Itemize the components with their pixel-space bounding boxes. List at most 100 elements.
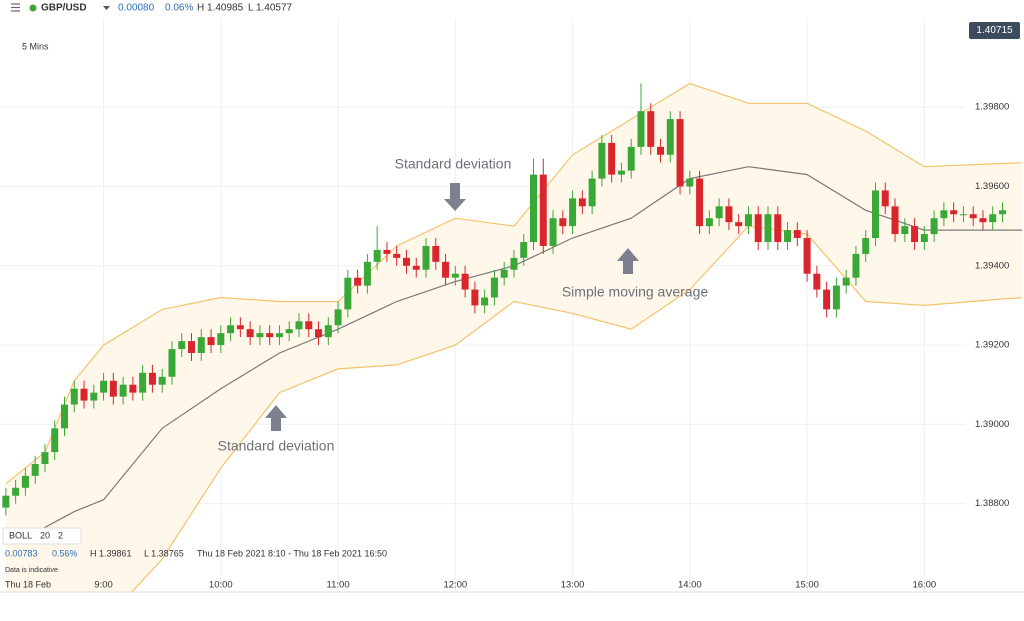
candle-body [510, 257, 518, 270]
change-pct: 0.06% [165, 3, 193, 14]
candle-body [158, 376, 166, 385]
indicator-period: 20 [40, 530, 50, 540]
candle-body [100, 380, 108, 393]
last-price: 1.40715 [976, 25, 1013, 36]
indicator-name: BOLL [9, 530, 32, 540]
candle-body [461, 273, 469, 290]
candle-body [950, 210, 958, 215]
annotation: Standard deviation [218, 438, 335, 454]
candle-body [334, 309, 342, 326]
last-price-tag [969, 22, 1020, 39]
candle-body [940, 210, 948, 219]
candle-body [764, 214, 772, 242]
arrow-up [617, 248, 639, 274]
candle-body [451, 273, 459, 278]
candle-body [647, 111, 655, 147]
candle-body [598, 142, 606, 179]
candle-body [60, 404, 68, 429]
candle-body [881, 190, 889, 207]
candle-body [803, 238, 811, 274]
annotation: Simple moving average [562, 284, 709, 300]
candle-body [979, 218, 987, 223]
band-line [5, 82, 1023, 485]
indicator-high: H 1.39861 [90, 548, 132, 558]
x-tick-label: 12:00 [443, 580, 467, 591]
candle-body [969, 214, 977, 219]
candle-body [285, 329, 293, 334]
indicator-change: 0.00783 [5, 548, 38, 558]
candle-body [539, 174, 547, 246]
candle-body [256, 333, 264, 338]
candle-body [871, 190, 879, 239]
x-tick-label: 11:00 [327, 580, 350, 591]
candle-body [784, 230, 792, 242]
candle-body [842, 277, 850, 286]
y-tick-label: 1.39000 [975, 419, 1009, 430]
header-bar [0, 0, 1024, 16]
candle-body [295, 321, 303, 330]
candle-body [393, 253, 401, 258]
candle-body [999, 210, 1007, 215]
candle-body [832, 285, 840, 310]
candle-body [246, 329, 254, 338]
candle-body [305, 321, 313, 330]
indicator-note: Data is indicative [5, 567, 58, 574]
candle-body [705, 218, 713, 227]
candle-body [901, 226, 909, 235]
candle-body [422, 245, 430, 270]
candle-body [823, 289, 831, 310]
y-tick-label: 1.39200 [975, 340, 1009, 351]
candle-body [188, 341, 196, 353]
candle-body [383, 249, 391, 254]
candle-body [148, 372, 156, 385]
candle-body [686, 178, 694, 187]
date-label: Thu 18 Feb [5, 579, 51, 589]
candle-body [549, 218, 557, 246]
candle-body [442, 261, 450, 278]
candle-body [344, 277, 352, 310]
candle-body [207, 337, 215, 346]
candle-body [90, 392, 98, 401]
candle-body [139, 372, 147, 393]
y-tick-label: 1.39400 [975, 260, 1009, 271]
annotation: Standard deviation [395, 156, 512, 172]
x-tick-label: 10:00 [209, 580, 233, 591]
candle-body [363, 261, 371, 286]
candle-body [129, 384, 137, 393]
candle-body [402, 257, 410, 266]
indicator-low: L 1.38765 [144, 548, 184, 558]
candle-body [911, 226, 919, 242]
candle-body [315, 329, 323, 338]
candle-body [930, 218, 938, 235]
menu-icon[interactable] [11, 3, 20, 12]
indicator-box[interactable] [2, 527, 82, 545]
candle-body [891, 206, 899, 235]
candle-body [109, 380, 117, 397]
change: 0.00080 [118, 3, 155, 14]
candle-body [744, 214, 752, 227]
candle-body [481, 297, 489, 306]
candle-body [490, 277, 498, 298]
dropdown-arrow[interactable] [103, 6, 110, 10]
candle-body [813, 273, 821, 290]
candle-body [197, 337, 205, 353]
y-tick-label: 1.38800 [975, 498, 1009, 509]
candle-body [793, 230, 801, 239]
candle-body [696, 178, 704, 227]
candle-body [41, 452, 49, 464]
candle-body [21, 475, 29, 488]
candle-body [569, 198, 577, 227]
x-tick-label: 9:00 [94, 580, 113, 591]
candle-body [471, 289, 479, 306]
instrument[interactable]: GBP/USD [41, 3, 87, 14]
candle-body [520, 242, 528, 258]
candle-body [735, 222, 743, 227]
candle-body [920, 234, 928, 242]
candle-body [178, 341, 186, 350]
candle-body [432, 245, 440, 262]
candle-body [275, 333, 283, 338]
candle-body [217, 333, 225, 346]
candle-body [676, 119, 684, 187]
candle-body [324, 325, 332, 338]
